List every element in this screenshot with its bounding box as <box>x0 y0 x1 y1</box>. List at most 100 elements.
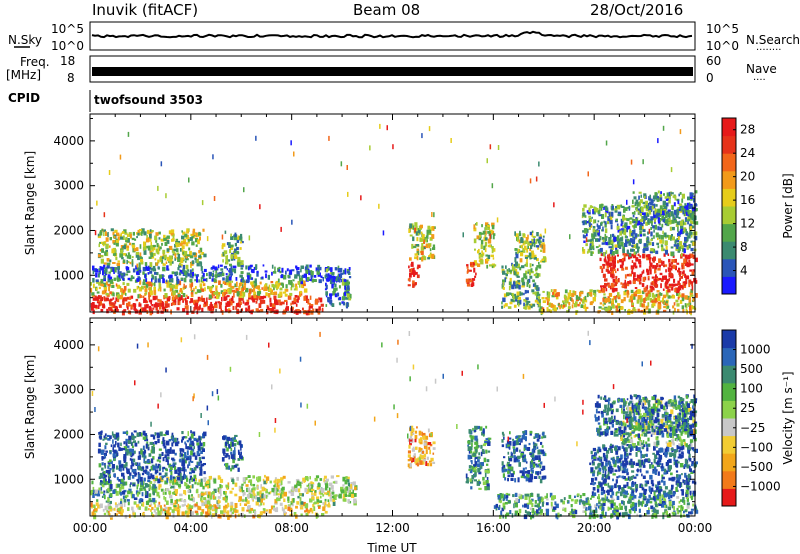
echo-cell <box>189 471 192 475</box>
echo-cell <box>683 206 687 211</box>
echo-cell <box>325 492 329 496</box>
echo-cell <box>138 455 142 458</box>
echo-cell <box>660 209 662 215</box>
echo-cell <box>274 284 277 288</box>
echo-cell <box>681 293 685 298</box>
echo-cell <box>236 239 240 243</box>
echo-cell <box>137 229 140 234</box>
echo-cell <box>609 238 612 242</box>
echo-cell <box>120 498 123 504</box>
echo-cell <box>301 493 304 497</box>
echo-cell <box>513 281 516 286</box>
echo-cell <box>468 450 471 454</box>
echo-cell <box>612 279 616 283</box>
echo-cell <box>583 228 587 233</box>
echo-cell <box>473 260 477 265</box>
echo-cell <box>669 210 671 215</box>
echo-cell <box>281 506 284 511</box>
echo-cell <box>685 205 689 210</box>
echo-cell <box>493 264 497 267</box>
echo-cell <box>633 277 636 282</box>
echo-cell <box>138 262 141 268</box>
echo-cell <box>101 483 105 488</box>
echo-cell <box>117 260 120 263</box>
echo-cell <box>491 224 495 230</box>
echo-cell <box>469 263 472 266</box>
echo-cell <box>659 196 663 202</box>
echo-cell <box>467 477 469 480</box>
echo-cell <box>649 219 653 224</box>
echo-cell <box>187 490 190 493</box>
echo-cell <box>324 481 327 485</box>
echo-cell <box>189 508 192 512</box>
echo-cell <box>620 241 624 247</box>
echo-cell <box>689 213 693 218</box>
echo-cell <box>107 278 111 283</box>
echo-cell <box>255 300 258 304</box>
echo-cell <box>260 308 264 312</box>
echo-cell <box>656 277 660 281</box>
echo-cell <box>137 294 140 299</box>
echo-cell <box>122 289 125 294</box>
echo-cell <box>188 504 191 510</box>
echo-cell <box>603 296 607 300</box>
echo-cell <box>148 493 152 498</box>
echo-cell <box>668 200 671 204</box>
echo-cell <box>643 215 646 219</box>
echo-cell <box>228 465 231 470</box>
echo-cell <box>423 247 426 250</box>
echo-cell <box>530 244 533 250</box>
echo-cell <box>220 290 224 294</box>
echo-cell <box>190 468 194 470</box>
echo-cell <box>329 492 333 497</box>
echo-cell <box>224 504 228 509</box>
echo-cell <box>105 243 109 249</box>
echo-cell <box>647 218 650 223</box>
echo-cell <box>667 213 670 218</box>
echo-cell <box>602 265 605 269</box>
echo-cell <box>138 303 142 307</box>
echo-cell <box>652 225 655 229</box>
echo-cell <box>137 507 140 510</box>
echo-cell <box>152 295 156 301</box>
echo-cell <box>121 490 126 495</box>
echo-cell <box>503 293 508 298</box>
echo-cell <box>303 477 306 483</box>
echo-cell <box>621 258 625 263</box>
echo-cell <box>251 289 254 293</box>
echo-cell <box>119 467 122 472</box>
echo-cell <box>271 292 274 295</box>
echo-cell <box>683 242 687 248</box>
echo-cell <box>589 289 593 293</box>
echo-cell <box>641 271 643 275</box>
echo-cell <box>487 238 492 244</box>
echo-cell <box>179 269 182 274</box>
echo-cell <box>155 272 159 276</box>
echo-cell <box>214 296 218 299</box>
echo-cell <box>113 449 117 454</box>
echo-cell <box>327 296 331 302</box>
echo-cell <box>176 276 179 281</box>
echo-cell <box>318 506 321 509</box>
echo-cell <box>223 435 226 439</box>
echo-cell <box>676 291 679 296</box>
echo-cell <box>261 493 264 499</box>
echo-cell <box>528 252 532 257</box>
echo-cell <box>127 260 130 263</box>
echo-cell <box>667 267 671 272</box>
echo-cell <box>663 309 667 313</box>
echo-cell <box>523 302 525 307</box>
echo-cell <box>316 499 320 503</box>
echo-cell <box>119 491 123 496</box>
echo-cell <box>200 478 203 483</box>
echo-cell <box>568 301 571 306</box>
echo-cell <box>307 309 311 313</box>
echo-cell <box>155 463 157 466</box>
echo-cell <box>201 275 205 279</box>
echo-cell <box>280 274 283 279</box>
echo-cell <box>602 273 606 278</box>
echo-cell <box>529 263 532 268</box>
echo-cell <box>665 234 669 238</box>
echo-cell <box>645 200 648 206</box>
